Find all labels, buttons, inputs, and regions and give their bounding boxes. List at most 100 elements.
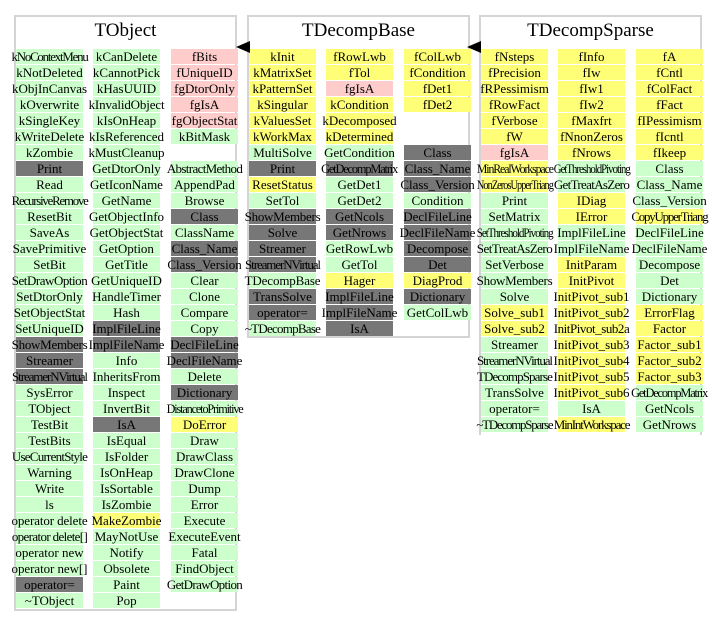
class-method[interactable]: GetNrows xyxy=(326,225,393,240)
class-member[interactable]: kBitMask xyxy=(171,129,238,144)
class-method[interactable]: SetObjectStat xyxy=(14,305,85,320)
class-method[interactable]: DeclFileName xyxy=(632,241,707,256)
class-method[interactable]: Factor_sub3 xyxy=(636,369,703,384)
class-method[interactable]: Browse xyxy=(171,193,238,208)
class-method[interactable]: GetUniqueID xyxy=(91,273,162,288)
class-method[interactable]: ImplFileName xyxy=(554,241,629,256)
class-member[interactable]: fBits xyxy=(171,49,238,64)
class-method[interactable]: Print xyxy=(16,161,83,176)
class-method[interactable]: AppendPad xyxy=(171,177,238,192)
class-method[interactable]: SetTreatAsZero xyxy=(477,241,553,256)
class-method[interactable]: Factor xyxy=(636,321,703,336)
class-method[interactable]: Pop xyxy=(93,593,160,608)
class-method[interactable]: IsEqual xyxy=(93,433,160,448)
class-member[interactable]: fRowLwb xyxy=(326,49,393,64)
class-member[interactable]: kSingular xyxy=(249,97,316,112)
class-method[interactable]: Streamer xyxy=(16,353,83,368)
class-member[interactable]: fNsteps xyxy=(481,49,548,64)
class-member[interactable]: fIw1 xyxy=(558,81,625,96)
class-method[interactable]: InitPivot_sub1 xyxy=(554,289,630,304)
class-method[interactable]: GetTitle xyxy=(93,257,160,272)
class-member[interactable]: fIw xyxy=(558,65,625,80)
class-method[interactable]: DeclFileLine xyxy=(403,209,472,224)
class-member[interactable]: kValuesSet xyxy=(249,113,316,128)
class-member[interactable]: fRowFact xyxy=(481,97,548,112)
class-method[interactable]: SetBit xyxy=(16,257,83,272)
class-member[interactable]: fPrecision xyxy=(481,65,548,80)
class-member[interactable]: kNotDeleted xyxy=(16,65,83,80)
class-method[interactable]: operator delete xyxy=(12,513,88,528)
class-method[interactable]: ShowMembers xyxy=(477,273,553,288)
class-method[interactable]: Dictionary xyxy=(171,385,238,400)
class-method[interactable]: SetTol xyxy=(249,193,316,208)
class-method[interactable]: operator new[] xyxy=(12,561,88,576)
class-member[interactable]: fgIsA xyxy=(326,81,393,96)
class-method[interactable]: InheritsFrom xyxy=(93,369,160,384)
class-member[interactable]: fW xyxy=(481,129,548,144)
class-member[interactable]: fIPessimism xyxy=(636,113,703,128)
class-method[interactable]: ~TObject xyxy=(16,593,83,608)
class-member[interactable]: kInvalidObject xyxy=(89,97,165,112)
class-method[interactable]: Draw xyxy=(171,433,238,448)
class-method[interactable]: InitPivot_sub2a xyxy=(554,321,630,336)
class-method[interactable]: SetMatrix xyxy=(481,209,548,224)
class-method[interactable]: GetNrows xyxy=(636,417,703,432)
class-method[interactable]: Read xyxy=(16,177,83,192)
class-member[interactable]: fCntl xyxy=(636,65,703,80)
class-method[interactable]: Execute xyxy=(171,513,238,528)
class-method[interactable]: Condition xyxy=(404,193,471,208)
class-method[interactable]: IsZombie xyxy=(93,497,160,512)
class-member[interactable]: fColLwb xyxy=(404,49,471,64)
class-method[interactable]: Det xyxy=(636,273,703,288)
class-member[interactable]: fColFact xyxy=(636,81,703,96)
class-method[interactable]: Obsolete xyxy=(93,561,160,576)
class-method[interactable]: GetTreatAsZero xyxy=(554,177,630,192)
class-method[interactable]: GetIconName xyxy=(90,177,163,192)
class-method[interactable]: Decompose xyxy=(636,257,703,272)
class-method[interactable]: InvertBit xyxy=(93,401,160,416)
class-member[interactable]: kCanDelete xyxy=(93,49,160,64)
class-method[interactable]: SetThresholdPivoting xyxy=(477,225,554,240)
class-member[interactable]: kCannotPick xyxy=(93,65,160,80)
class-member[interactable]: kMustCleanup xyxy=(89,145,165,160)
class-method[interactable]: InitPivot_sub6 xyxy=(554,385,630,400)
class-member[interactable]: fTol xyxy=(326,65,393,80)
class-method[interactable]: Write xyxy=(16,481,83,496)
class-method[interactable]: SetDtorOnly xyxy=(16,289,83,304)
class-method[interactable]: DoError xyxy=(171,417,238,432)
class-member[interactable]: kNoContextMenu xyxy=(11,49,89,64)
class-method[interactable]: Copy xyxy=(171,321,238,336)
class-member[interactable]: kPatternSet xyxy=(249,81,316,96)
class-member[interactable]: kDetermined xyxy=(326,129,393,144)
class-title[interactable]: TObject xyxy=(94,20,157,41)
class-method[interactable]: SetDrawOption xyxy=(12,273,88,288)
class-method[interactable]: GetCondition xyxy=(324,145,395,160)
class-method[interactable]: ResetBit xyxy=(16,209,83,224)
class-method[interactable]: Hager xyxy=(326,273,393,288)
class-method[interactable]: FindObject xyxy=(171,561,238,576)
class-member[interactable]: kIsReferenced xyxy=(89,129,164,144)
class-method[interactable]: Info xyxy=(93,353,160,368)
class-member[interactable]: kIsOnHeap xyxy=(93,113,160,128)
class-method[interactable]: Class xyxy=(404,145,471,160)
class-method[interactable]: InitPivot_sub2 xyxy=(554,305,630,320)
class-method[interactable]: Factor_sub1 xyxy=(636,337,703,352)
class-method[interactable]: DeclFileLine xyxy=(170,337,239,352)
class-method[interactable]: RecursiveRemove xyxy=(12,193,89,208)
class-method[interactable]: Streamer xyxy=(249,241,316,256)
class-member[interactable]: fDet1 xyxy=(404,81,471,96)
class-method[interactable]: GetThresholdPivoting xyxy=(554,161,630,176)
class-method[interactable]: GetTol xyxy=(326,257,393,272)
class-method[interactable]: DeclFileName xyxy=(400,225,475,240)
class-method[interactable]: Error xyxy=(171,497,238,512)
class-member[interactable]: kOverwrite xyxy=(16,97,83,112)
class-method[interactable]: Class_Version xyxy=(400,177,475,192)
class-method[interactable]: GetNcols xyxy=(326,209,393,224)
class-method[interactable]: DistancetoPrimitive xyxy=(167,401,244,416)
class-method[interactable]: Class xyxy=(171,209,238,224)
class-method[interactable]: GetDecompMatrix xyxy=(631,385,709,400)
class-method[interactable]: Solve xyxy=(481,289,548,304)
class-method[interactable]: TestBit xyxy=(16,417,83,432)
class-method[interactable]: Class_Name xyxy=(404,161,471,176)
class-method[interactable]: DrawClass xyxy=(171,449,238,464)
